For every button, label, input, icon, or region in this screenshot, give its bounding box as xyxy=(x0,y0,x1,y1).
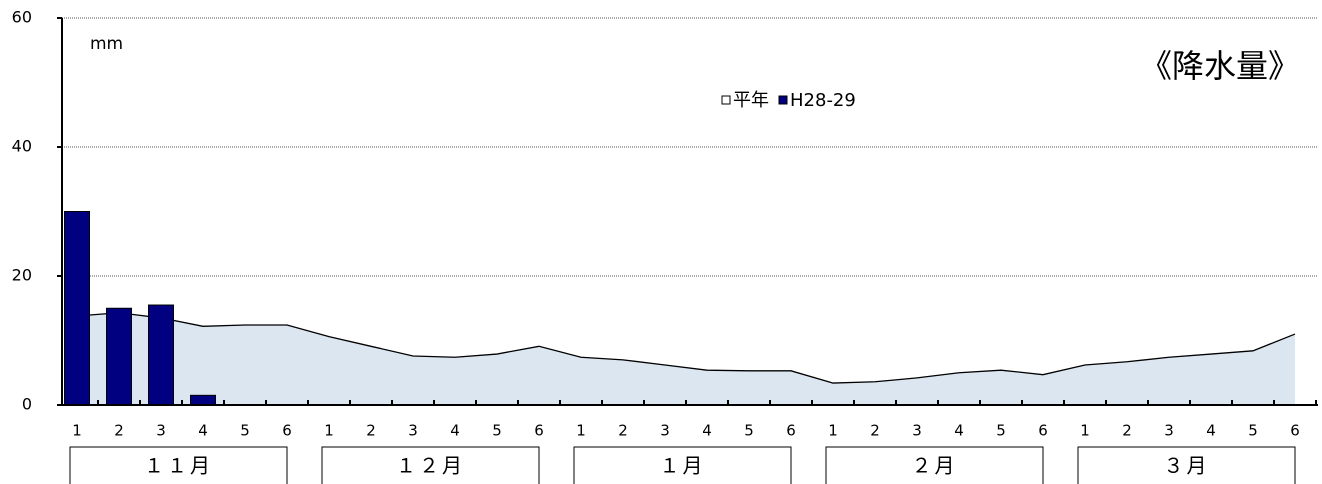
month-box xyxy=(825,446,1044,484)
x-tick-label: 2 xyxy=(114,422,124,440)
month-label: １月 xyxy=(660,454,706,478)
x-tick-label: 4 xyxy=(1206,422,1216,440)
x-tick-label: 2 xyxy=(1122,422,1132,440)
x-tick-label: 3 xyxy=(660,422,670,440)
x-tick-label: 6 xyxy=(1290,422,1300,440)
month-box xyxy=(1077,446,1296,484)
x-tick-label: 1 xyxy=(1080,422,1090,440)
month-label: １２月 xyxy=(396,454,465,478)
x-tick-label: 3 xyxy=(408,422,418,440)
x-tick-label: 4 xyxy=(450,422,460,440)
x-tick-label: 1 xyxy=(324,422,334,440)
x-tick-label: 6 xyxy=(786,422,796,440)
x-tick-label: 3 xyxy=(912,422,922,440)
x-tick-label: 4 xyxy=(198,422,208,440)
month-label: ３月 xyxy=(1164,454,1210,478)
month-label: ２月 xyxy=(912,454,958,478)
x-tick-label: 6 xyxy=(1038,422,1048,440)
chart-title: 《降水量》 xyxy=(1140,47,1300,85)
bar xyxy=(106,307,132,406)
x-tick-label: 2 xyxy=(618,422,628,440)
x-tick-label: 5 xyxy=(744,422,754,440)
x-tick-label: 5 xyxy=(1248,422,1258,440)
x-tick-label: 1 xyxy=(828,422,838,440)
y-tick-label: 60 xyxy=(12,8,32,27)
month-box xyxy=(321,446,540,484)
x-tick-label: 3 xyxy=(1164,422,1174,440)
bar xyxy=(190,394,216,406)
y-tick-label: 40 xyxy=(12,137,32,156)
bar xyxy=(64,211,90,406)
bar xyxy=(148,304,174,406)
y-tick-label: 20 xyxy=(12,266,32,285)
legend-swatch xyxy=(721,95,731,105)
x-tick-label: 1 xyxy=(72,422,82,440)
x-tick-label: 6 xyxy=(534,422,544,440)
x-tick-label: 5 xyxy=(240,422,250,440)
x-tick-label: 4 xyxy=(954,422,964,440)
x-tick-label: 3 xyxy=(156,422,166,440)
x-tick-label: 5 xyxy=(996,422,1006,440)
x-tick-label: 4 xyxy=(702,422,712,440)
legend-label: H28-29 xyxy=(790,90,856,111)
x-tick-label: 5 xyxy=(492,422,502,440)
month-label: １１月 xyxy=(144,454,213,478)
area-line xyxy=(76,312,1296,384)
area xyxy=(77,312,1295,405)
unit-label: mm xyxy=(90,34,123,54)
x-tick-label: 6 xyxy=(282,422,292,440)
month-box xyxy=(573,446,792,484)
x-tick-label: 1 xyxy=(576,422,586,440)
x-tick-label: 2 xyxy=(870,422,880,440)
legend-label: 平年 xyxy=(733,90,769,111)
x-tick-label: 2 xyxy=(366,422,376,440)
y-tick-label: 0 xyxy=(22,395,32,414)
legend-swatch xyxy=(778,95,788,105)
month-box xyxy=(69,446,288,484)
